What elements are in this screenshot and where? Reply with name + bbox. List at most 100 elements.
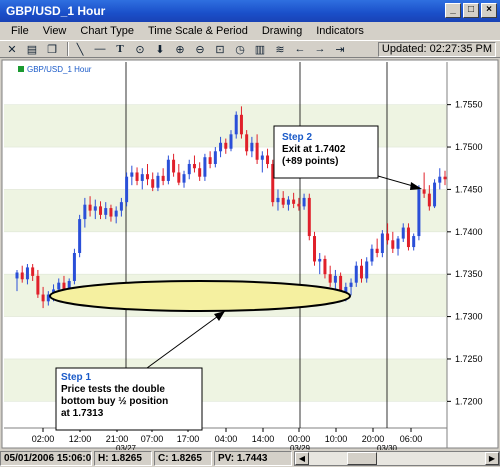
status-bar: 05/01/2006 15:06:00 H: 1.8265 C: 1.8265 … <box>0 450 500 467</box>
step2-arrowhead <box>410 182 422 190</box>
maximize-button[interactable]: □ <box>463 3 479 18</box>
candle-body <box>260 155 264 160</box>
horizontal-line-icon[interactable]: — <box>94 43 106 55</box>
date-label: 03/29 <box>290 444 311 450</box>
text-icon[interactable]: T <box>116 43 124 55</box>
zoom-out-icon[interactable]: ⊖ <box>195 43 205 56</box>
candle-body <box>438 176 442 183</box>
candle-body <box>93 206 97 211</box>
candle-body <box>130 172 134 177</box>
scroll-thumb[interactable] <box>347 452 377 465</box>
menu-file[interactable]: File <box>11 25 29 37</box>
x-tick-label: 12:00 <box>69 434 92 444</box>
fan-icon[interactable]: ≋ <box>275 43 285 56</box>
x-tick-label: 00:00 <box>288 434 311 444</box>
scroll-end-icon[interactable]: ⇥ <box>335 43 345 56</box>
candle-body <box>406 227 410 248</box>
x-tick-label: 14:00 <box>252 434 275 444</box>
candle-body <box>15 272 19 279</box>
candle-body <box>297 203 301 207</box>
legend-label: GBP/USD_1 Hour <box>27 65 92 74</box>
window-titlebar: GBP/USD_1 Hour _ □ × <box>0 0 500 22</box>
step1-arrowhead <box>214 311 225 321</box>
step1-callout: Step 1 Price tests the double bottom buy… <box>55 367 203 431</box>
vertical-line-icon[interactable]: ⊙ <box>135 43 145 56</box>
grid-band <box>4 189 447 232</box>
candle-body <box>443 176 447 180</box>
zoom-in-icon[interactable]: ⊕ <box>175 43 185 56</box>
minimize-button[interactable]: _ <box>445 3 461 18</box>
candle-body <box>427 193 431 207</box>
candle-body <box>135 172 139 181</box>
menu-indicators[interactable]: Indicators <box>316 25 364 37</box>
candle-body <box>318 258 322 262</box>
x-tick-label: 06:00 <box>400 434 423 444</box>
candle-body <box>36 275 40 295</box>
price-chart[interactable]: 1.7550 1.7500 1.7450 1.7400 1.7350 1.7300 1.72… <box>0 58 500 453</box>
candle-body <box>281 197 285 205</box>
candle-body <box>412 236 416 248</box>
status-date: 05/01/2006 15:06:00 <box>0 451 92 466</box>
arrow-right-icon[interactable]: → <box>314 43 326 55</box>
candle-body <box>250 142 254 152</box>
candle-body <box>140 174 144 181</box>
candle-body <box>344 286 348 296</box>
candle-body <box>203 157 207 177</box>
scroll-right-icon[interactable]: ▶ <box>485 452 499 465</box>
candle-body <box>401 227 405 239</box>
fit-icon[interactable]: ⊡ <box>215 43 225 56</box>
fib-icon[interactable]: ▥ <box>254 43 266 56</box>
candle-body <box>433 182 437 207</box>
candle-body <box>271 163 275 203</box>
candle-body <box>359 265 363 279</box>
x-tick-label: 02:00 <box>32 434 55 444</box>
candle-body <box>213 151 217 164</box>
menu-drawing[interactable]: Drawing <box>261 25 303 37</box>
candle-body <box>266 155 270 164</box>
candle-body <box>57 282 61 290</box>
y-tick-label: 1.7250 <box>455 354 483 364</box>
date-label: 03/27 <box>116 444 137 450</box>
candle-body <box>286 199 290 205</box>
step2-title: Step 2 <box>282 132 312 143</box>
candle-body <box>41 294 45 302</box>
candle-body <box>292 199 296 204</box>
date-label: 03/30 <box>377 444 398 450</box>
toolbar: ✕ ▤ ❐ ╲ — T ⊙ ⬇ ⊕ ⊖ ⊡ ◷ ▥ ≋ ← → ⇥ Update… <box>0 40 500 58</box>
clock-icon[interactable]: ◷ <box>235 43 245 56</box>
step2-line2: (+89 points) <box>282 156 338 167</box>
candle-body <box>104 208 108 215</box>
candle-body <box>380 233 384 253</box>
arrow-down-icon[interactable]: ⬇ <box>155 43 165 56</box>
candle-body <box>31 267 35 276</box>
candle-body <box>234 114 238 135</box>
updated-time: Updated: 02:27:35 PM <box>377 42 496 57</box>
y-tick-label: 1.7400 <box>455 227 483 237</box>
menu-view[interactable]: View <box>42 25 67 37</box>
close-button[interactable]: × <box>481 3 497 18</box>
candle-body <box>391 240 395 249</box>
y-tick-label: 1.7350 <box>455 269 483 279</box>
candle-body <box>313 236 317 262</box>
candle-body <box>245 134 249 152</box>
copy-icon[interactable]: ❐ <box>47 43 57 56</box>
candle-body <box>46 294 50 302</box>
menu-chart-type[interactable]: Chart Type <box>80 25 134 37</box>
print-icon[interactable]: ▤ <box>26 43 38 56</box>
candle-body <box>125 176 129 203</box>
trendline-icon[interactable]: ╲ <box>76 43 84 56</box>
candle-body <box>109 208 113 217</box>
legend-swatch <box>18 66 24 72</box>
arrow-left-icon[interactable]: ← <box>294 43 306 55</box>
status-close: C: 1.8265 <box>154 451 212 466</box>
x-tick-label: 04:00 <box>215 434 238 444</box>
horizontal-scrollbar[interactable]: ◀ ▶ <box>294 451 500 466</box>
candle-body <box>386 233 390 241</box>
menu-time-scale[interactable]: Time Scale & Period <box>148 25 248 37</box>
step1-pointer <box>146 310 226 369</box>
crosshair-icon[interactable]: ✕ <box>7 43 17 56</box>
y-tick-label: 1.7550 <box>455 100 483 110</box>
scroll-left-icon[interactable]: ◀ <box>295 452 309 465</box>
chart-area[interactable]: 1.7550 1.7500 1.7450 1.7400 1.7350 1.7300 1.72… <box>0 58 500 453</box>
candle-body <box>161 175 165 181</box>
